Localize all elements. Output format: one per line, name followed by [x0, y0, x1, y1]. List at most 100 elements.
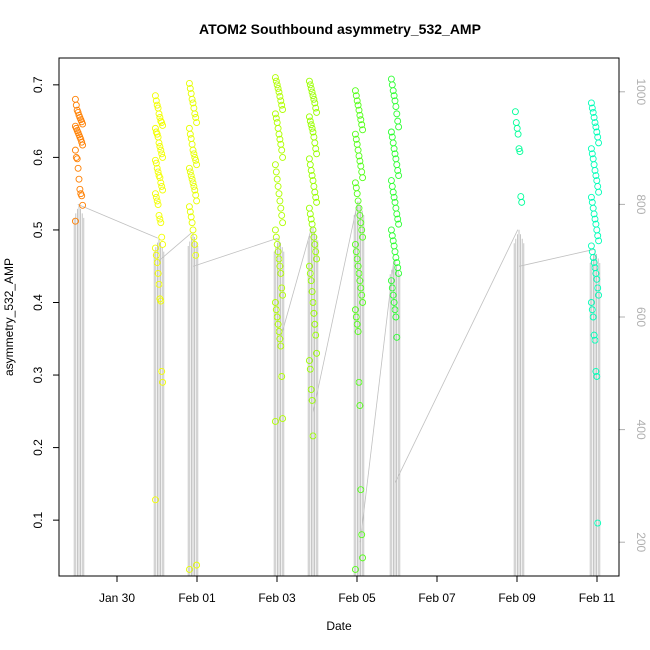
data-point [191, 241, 199, 248]
data-point [308, 88, 316, 96]
data-point [272, 114, 280, 122]
data-point [388, 284, 396, 292]
altitude-connector-line [394, 229, 519, 484]
data-point [74, 164, 82, 172]
data-point [158, 367, 166, 375]
data-point [273, 313, 281, 321]
data-point [310, 309, 318, 317]
data-point [193, 161, 201, 169]
data-point [306, 117, 314, 125]
data-point [277, 204, 285, 212]
y2-tick-label: 200 [634, 532, 648, 552]
data-point [311, 241, 319, 248]
altitude-connector-line [359, 260, 395, 543]
data-point [355, 270, 363, 277]
data-point [153, 101, 161, 109]
secondary-y-axis: 200 400 600 800 1000 [619, 78, 648, 553]
data-point [590, 161, 598, 169]
data-point [185, 79, 193, 87]
data-point [515, 145, 523, 153]
data-point [387, 75, 395, 83]
data-point [273, 175, 281, 183]
data-point [394, 167, 402, 174]
data-point [356, 111, 364, 119]
y-axis-label: asymmetry_532_AMP [2, 258, 16, 376]
data-point [588, 104, 596, 112]
data-point [153, 130, 161, 138]
data-point [192, 114, 200, 121]
data-point [514, 130, 522, 138]
data-point [271, 161, 279, 169]
data-point [356, 402, 364, 409]
data-point [276, 93, 284, 100]
data-point [589, 108, 597, 116]
data-point [188, 95, 196, 103]
data-point [591, 215, 599, 223]
data-point [355, 204, 363, 212]
data-point [152, 97, 160, 105]
data-point [306, 210, 314, 218]
data-point [387, 277, 395, 285]
data-point [305, 262, 313, 270]
y-tick-label: 0.6 [31, 149, 45, 166]
data-point [590, 114, 598, 121]
data-point [351, 241, 359, 248]
data-point [357, 486, 365, 494]
data-point [588, 306, 596, 314]
data-point [279, 415, 287, 423]
data-point [352, 248, 360, 256]
data-point [358, 121, 366, 129]
data-point [159, 122, 167, 129]
data-point [71, 95, 79, 103]
data-point [359, 554, 367, 562]
y2-tick-label: 600 [634, 307, 648, 327]
data-point [511, 108, 519, 116]
data-point [595, 188, 603, 196]
data-point [274, 124, 282, 132]
data-point [313, 349, 321, 357]
data-point [189, 179, 197, 187]
data-point [352, 313, 360, 321]
data-point [275, 255, 283, 263]
data-point [588, 150, 596, 158]
data-point [393, 333, 401, 341]
data-point [518, 198, 526, 206]
data-point [72, 101, 80, 109]
data-point [590, 259, 598, 267]
y2-tick-label: 1000 [634, 78, 648, 105]
data-point [307, 215, 315, 223]
data-point [388, 81, 396, 89]
y2-tick-label: 800 [634, 194, 648, 214]
data-points-layer [71, 74, 603, 573]
data-point [192, 251, 200, 259]
data-point [359, 233, 367, 241]
data-point [311, 320, 319, 328]
data-point [185, 164, 193, 172]
data-point [193, 119, 201, 127]
y2-tick-label: 400 [634, 420, 648, 440]
x-axis: Jan 30 Feb 01 Feb 03 Feb 05 Feb 07 Feb 09 Feb … [99, 576, 616, 605]
data-point [354, 328, 362, 335]
y-tick-label: 0.2 [31, 439, 45, 456]
data-point [593, 275, 601, 283]
data-point [79, 141, 87, 149]
data-point [351, 179, 359, 187]
data-point [592, 367, 600, 375]
data-point [512, 119, 520, 127]
data-point [391, 306, 399, 314]
data-point [154, 201, 162, 208]
data-point [186, 85, 194, 92]
chart-title: ATOM2 Southbound asymmetry_532_AMP [199, 21, 481, 37]
data-point [152, 159, 160, 167]
data-point [313, 198, 321, 206]
data-point [307, 121, 315, 129]
data-point [79, 120, 87, 128]
data-point [307, 85, 315, 92]
y-tick-label: 0.1 [31, 511, 45, 528]
data-point [275, 130, 283, 138]
x-tick-label: Feb 09 [498, 591, 536, 605]
data-point [592, 172, 600, 179]
data-point [189, 146, 197, 154]
data-point [595, 291, 603, 299]
data-point [274, 85, 282, 92]
